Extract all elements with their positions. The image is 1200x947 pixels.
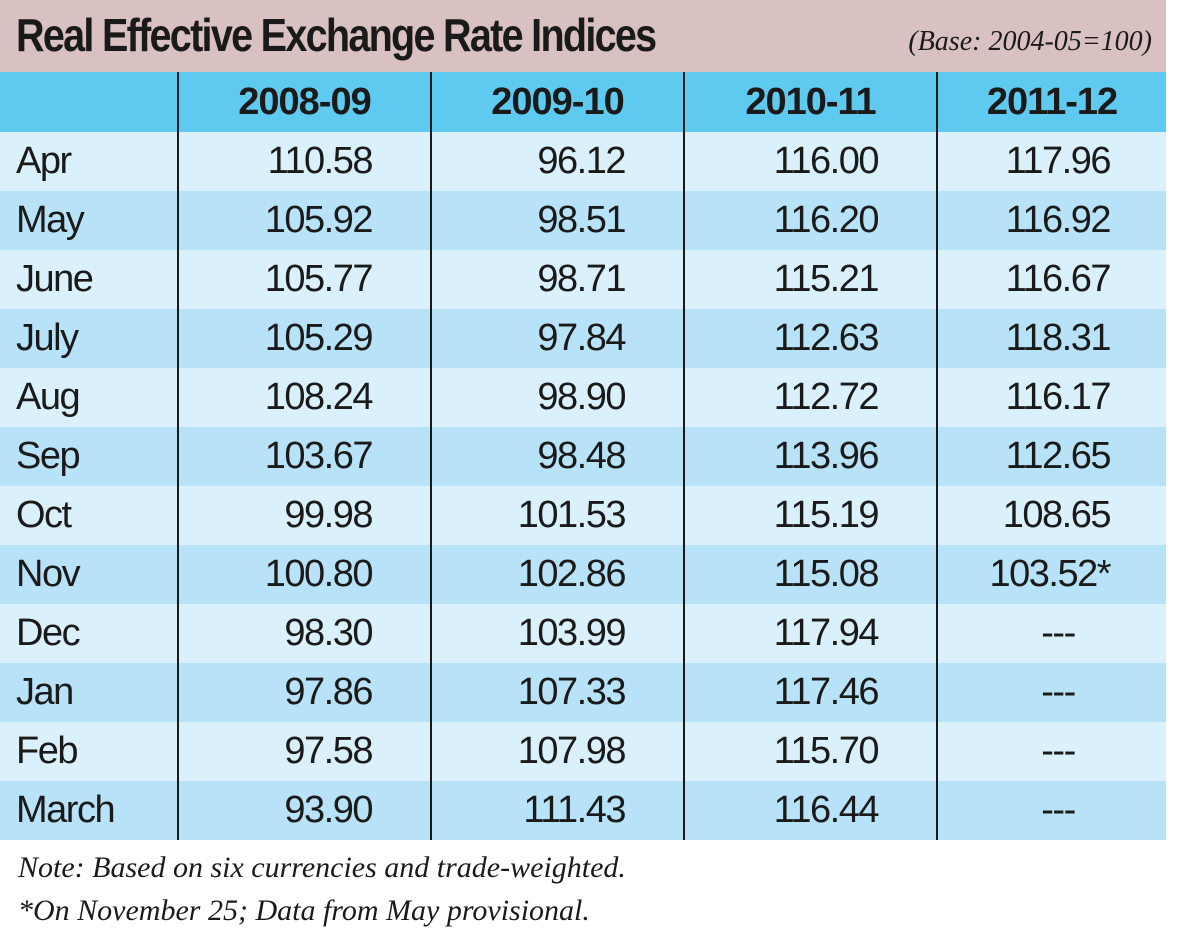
row-label-month: Aug bbox=[0, 368, 179, 427]
row-label-month: Dec bbox=[0, 604, 179, 663]
table-cell-value: 112.65 bbox=[1005, 435, 1112, 477]
table-row: Jan 97.86 107.33 117.46 --- bbox=[0, 663, 1166, 722]
table-cell-value: 118.31 bbox=[1005, 317, 1112, 359]
column-header-month bbox=[0, 72, 179, 132]
row-label-month: Oct bbox=[0, 486, 179, 545]
table-body: Apr 110.58 96.12 116.00 117.96 May 105.92 98.51… bbox=[0, 132, 1166, 840]
table-cell-value: 115.70 bbox=[684, 722, 938, 781]
table-cell-value: 111.43 bbox=[431, 781, 685, 840]
header-row: 2008-09 2009-10 2010-11 2011-12 bbox=[0, 72, 1166, 132]
table-cell-value: 98.48 bbox=[431, 427, 685, 486]
table-cell-value: --- bbox=[1041, 730, 1076, 772]
table-cell-value: 115.19 bbox=[684, 486, 938, 545]
table-cell-value: 105.77 bbox=[178, 250, 432, 309]
table-cell-value: 116.44 bbox=[684, 781, 938, 840]
table-cell-value: 98.90 bbox=[431, 368, 685, 427]
table-row: Feb 97.58 107.98 115.70 --- bbox=[0, 722, 1166, 781]
table-row: Nov 100.80 102.86 115.08 103.52* bbox=[0, 545, 1166, 604]
row-label-month: March bbox=[0, 781, 179, 840]
table-cell-value: 113.96 bbox=[684, 427, 938, 486]
table-row: Oct 99.98 101.53 115.19 108.65 bbox=[0, 486, 1166, 545]
table-cell-value: 101.53 bbox=[431, 486, 685, 545]
chart-title: Real Effective Exchange Rate Indices bbox=[16, 9, 657, 61]
table-cell-value: 115.08 bbox=[684, 545, 938, 604]
table-cell-value: 98.71 bbox=[431, 250, 685, 309]
column-header-2008-09: 2008-09 bbox=[178, 72, 432, 132]
table-cell-value: 100.80 bbox=[178, 545, 432, 604]
note-currencies: Note: Based on six currencies and trade-… bbox=[18, 851, 626, 884]
table-cell-value: 117.46 bbox=[684, 663, 938, 722]
table-row: March 93.90 111.43 116.44 --- bbox=[0, 781, 1166, 840]
table-cell-value: 103.67 bbox=[178, 427, 432, 486]
title-band: Real Effective Exchange Rate Indices (Ba… bbox=[0, 0, 1166, 72]
table-cell-value: 98.30 bbox=[178, 604, 432, 663]
table-row: June 105.77 98.71 115.21 116.67 bbox=[0, 250, 1166, 309]
table-cell-value: 96.12 bbox=[431, 132, 685, 191]
table-cell-value: 93.90 bbox=[178, 781, 432, 840]
table-cell-value: 116.17 bbox=[1005, 376, 1112, 418]
table-cell-value: 97.84 bbox=[431, 309, 685, 368]
table-cell-value: 116.00 bbox=[684, 132, 938, 191]
table-cell-value: 107.33 bbox=[431, 663, 685, 722]
table-cell-value: 116.67 bbox=[1005, 258, 1112, 300]
table-cell-value: 102.86 bbox=[431, 545, 685, 604]
row-label-month: June bbox=[0, 250, 179, 309]
table-cell-value: 110.58 bbox=[178, 132, 432, 191]
column-header-2010-11: 2010-11 bbox=[684, 72, 938, 132]
note-footnote: *On November 25; Data from May provision… bbox=[18, 894, 590, 927]
table-cell-value: 116.92 bbox=[1005, 199, 1112, 241]
row-label-month: May bbox=[0, 191, 179, 250]
table-cell-value: 105.29 bbox=[178, 309, 432, 368]
column-header-2009-10: 2009-10 bbox=[431, 72, 685, 132]
table-row: July 105.29 97.84 112.63 118.31 bbox=[0, 309, 1166, 368]
table-cell-value: --- bbox=[1041, 612, 1076, 654]
column-header-2011-12: 2011-12 bbox=[986, 80, 1118, 123]
row-label-month: Sep bbox=[0, 427, 179, 486]
table-cell-value: 97.86 bbox=[178, 663, 432, 722]
table-cell-value: 103.99 bbox=[431, 604, 685, 663]
row-label-month: July bbox=[0, 309, 179, 368]
table-cell-value: 107.98 bbox=[431, 722, 685, 781]
table-cell-value: --- bbox=[1041, 789, 1076, 831]
table-cell-value: 98.51 bbox=[431, 191, 685, 250]
table-cell-value: 99.98 bbox=[178, 486, 432, 545]
table-cell-value: 116.20 bbox=[684, 191, 938, 250]
table-cell-value: 108.65 bbox=[1002, 494, 1112, 536]
table-row: May 105.92 98.51 116.20 116.92 bbox=[0, 191, 1166, 250]
table-cell-value: 108.24 bbox=[178, 368, 432, 427]
index-table-container: 2008-09 2009-10 2010-11 2011-12 Apr 110.5… bbox=[0, 72, 1166, 844]
table-row: Sep 103.67 98.48 113.96 112.65 bbox=[0, 427, 1166, 486]
table-row: Dec 98.30 103.99 117.94 --- bbox=[0, 604, 1166, 663]
chart-subtitle: (Base: 2004-05=100) bbox=[908, 26, 1152, 57]
table-cell-value: 112.63 bbox=[684, 309, 938, 368]
table-cell-value: 105.92 bbox=[178, 191, 432, 250]
table-cell-value: 112.72 bbox=[684, 368, 938, 427]
index-table: 2008-09 2009-10 2010-11 2011-12 Apr 110.5… bbox=[0, 72, 1166, 840]
table-cell-value: 97.58 bbox=[178, 722, 432, 781]
row-label-month: Jan bbox=[0, 663, 179, 722]
table-cell-value: --- bbox=[1041, 671, 1076, 713]
table-cell-value: 115.21 bbox=[684, 250, 938, 309]
table-row: Aug 108.24 98.90 112.72 116.17 bbox=[0, 368, 1166, 427]
row-label-month: Nov bbox=[0, 545, 179, 604]
table-row: Apr 110.58 96.12 116.00 117.96 bbox=[0, 132, 1166, 191]
table-cell-value: 117.96 bbox=[1005, 140, 1112, 182]
row-label-month: Feb bbox=[0, 722, 179, 781]
table-cell-value: 117.94 bbox=[684, 604, 938, 663]
row-label-month: Apr bbox=[0, 132, 179, 191]
table-cell-value: 103.52* bbox=[989, 553, 1111, 595]
notes: Note: Based on six currencies and trade-… bbox=[18, 846, 626, 932]
